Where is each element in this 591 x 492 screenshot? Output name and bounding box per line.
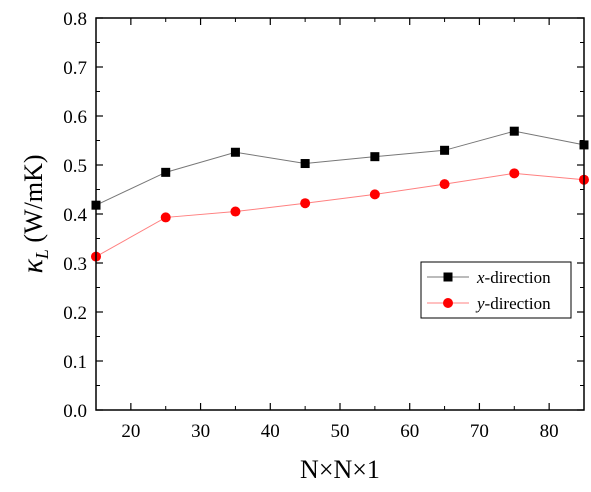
x-tick-label: 60 — [400, 421, 419, 442]
y-tick-label: 0.4 — [63, 205, 87, 226]
legend-item-x-direction: x-direction — [427, 268, 551, 287]
data-point-y-direction — [160, 212, 171, 223]
data-point-y-direction — [439, 179, 450, 190]
data-point-x-direction — [161, 167, 171, 177]
y-tick-label: 0.1 — [63, 352, 87, 373]
data-point-y-direction — [369, 189, 380, 200]
data-point-x-direction — [230, 147, 240, 157]
y-tick-label: 0.0 — [63, 401, 87, 422]
x-tick-label: 20 — [121, 421, 140, 442]
legend-box — [420, 261, 572, 319]
data-point-y-direction — [509, 168, 520, 179]
data-point-x-direction — [300, 159, 310, 169]
series-line-0 — [95, 130, 585, 206]
data-point-x-direction — [509, 126, 519, 136]
y-tick-label: 0.2 — [63, 303, 87, 324]
y-tick-label: 0.6 — [63, 107, 87, 128]
data-point-x-direction — [440, 145, 450, 155]
y-tick-label: 0.5 — [63, 156, 87, 177]
x-tick-label: 70 — [470, 421, 489, 442]
legend-marker-x — [443, 272, 453, 282]
y-axis-symbol: κ — [16, 259, 49, 274]
legend-item-y-direction: y-direction — [427, 294, 551, 313]
axis-ticks: 20 30 40 50 60 70 80 0.0 0.1 0.2 0.3 0.4 0.5 0.6 0.7 0.… — [63, 9, 585, 442]
series-line-1 — [95, 172, 585, 258]
legend: x-direction y-direction — [420, 261, 572, 319]
data-point-x-direction — [370, 152, 380, 162]
y-axis-title: κL (W/mK) — [16, 154, 52, 273]
y-tick-label: 0.8 — [63, 9, 87, 30]
legend-label-y: y-direction — [475, 294, 551, 313]
plot-content — [91, 126, 589, 262]
x-tick-label: 30 — [191, 421, 210, 442]
y-axis-subscript: L — [32, 249, 52, 260]
data-point-y-direction — [300, 198, 311, 209]
x-tick-label: 50 — [331, 421, 350, 442]
x-axis-title: N×N×1 — [300, 455, 380, 484]
x-tick-label: 80 — [540, 421, 559, 442]
data-point-y-direction — [230, 206, 241, 217]
legend-label-x: x-direction — [476, 268, 551, 287]
x-tick-label: 40 — [261, 421, 280, 442]
y-tick-label: 0.3 — [63, 254, 87, 275]
y-axis-unit: (W/mK) — [19, 154, 48, 249]
legend-marker-y — [443, 298, 453, 308]
y-tick-label: 0.7 — [63, 58, 87, 79]
